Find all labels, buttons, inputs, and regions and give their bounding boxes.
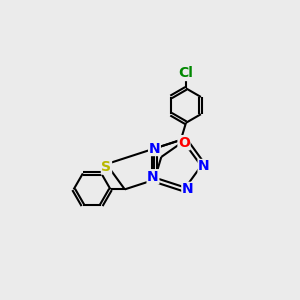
Text: O: O — [178, 136, 190, 150]
Text: N: N — [198, 160, 210, 173]
Text: Cl: Cl — [178, 67, 194, 80]
Text: N: N — [147, 170, 159, 184]
Text: S: S — [101, 160, 111, 174]
Text: N: N — [148, 142, 160, 155]
Text: N: N — [182, 182, 194, 197]
